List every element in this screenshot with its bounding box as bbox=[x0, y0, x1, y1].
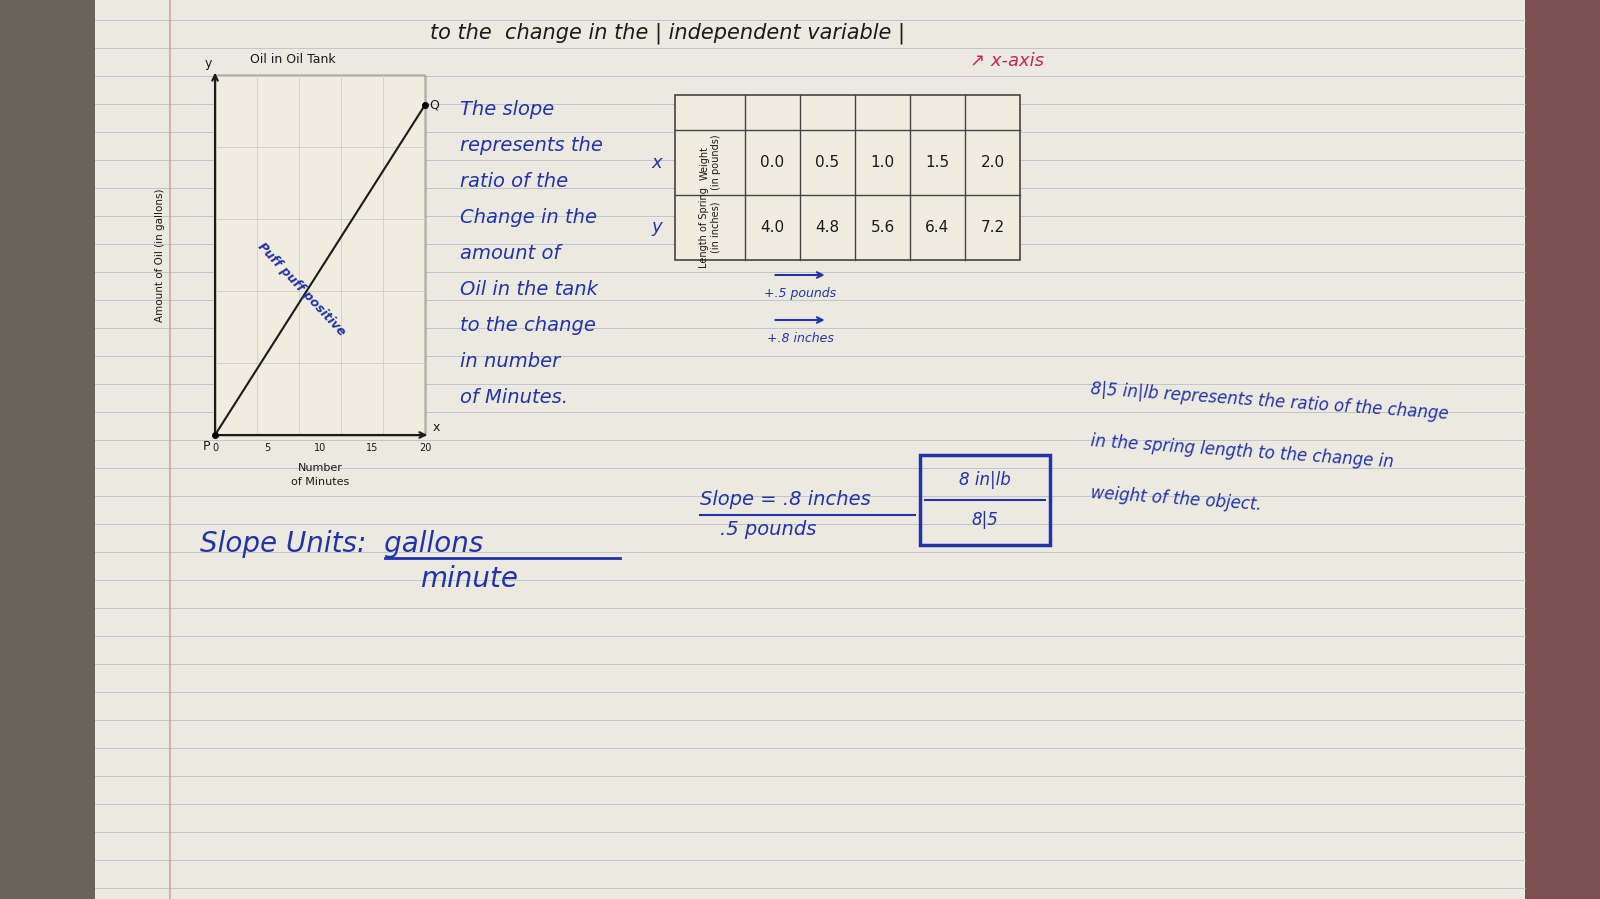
Text: 0: 0 bbox=[211, 443, 218, 453]
Text: 4.8: 4.8 bbox=[816, 220, 840, 235]
Text: Slope = .8 inches: Slope = .8 inches bbox=[701, 490, 870, 509]
Text: 15: 15 bbox=[366, 443, 379, 453]
Text: Q: Q bbox=[429, 99, 438, 111]
Text: ratio of the: ratio of the bbox=[461, 172, 568, 191]
Text: y: y bbox=[205, 57, 213, 70]
Text: to the change: to the change bbox=[461, 316, 595, 335]
Text: 4.0: 4.0 bbox=[760, 220, 784, 235]
Text: 0.0: 0.0 bbox=[760, 155, 784, 170]
Text: Slope Units:  gallons: Slope Units: gallons bbox=[200, 530, 483, 558]
Text: minute: minute bbox=[419, 565, 518, 593]
Text: P: P bbox=[203, 440, 211, 453]
Text: in number: in number bbox=[461, 352, 560, 371]
Text: +.5 pounds: +.5 pounds bbox=[763, 287, 837, 300]
Bar bbox=[1525, 0, 1600, 899]
Text: Weight
(in pounds): Weight (in pounds) bbox=[699, 135, 720, 191]
Text: weight of the object.: weight of the object. bbox=[1090, 484, 1262, 514]
Text: Oil in the tank: Oil in the tank bbox=[461, 280, 598, 299]
Text: The slope: The slope bbox=[461, 100, 554, 119]
Bar bbox=[0, 0, 94, 899]
Text: 20: 20 bbox=[419, 443, 430, 453]
Text: y: y bbox=[651, 218, 662, 236]
Text: x: x bbox=[434, 421, 440, 434]
Text: 5: 5 bbox=[264, 443, 270, 453]
Text: represents the: represents the bbox=[461, 136, 603, 155]
Text: 1.5: 1.5 bbox=[925, 155, 949, 170]
Text: +.8 inches: +.8 inches bbox=[766, 332, 834, 345]
Text: 2.0: 2.0 bbox=[981, 155, 1005, 170]
Text: amount of: amount of bbox=[461, 244, 560, 263]
Text: 10: 10 bbox=[314, 443, 326, 453]
Bar bbox=[94, 0, 1525, 899]
Bar bbox=[920, 455, 1050, 545]
Text: .5 pounds: .5 pounds bbox=[720, 520, 816, 539]
Text: 1.0: 1.0 bbox=[870, 155, 894, 170]
Text: of Minutes.: of Minutes. bbox=[461, 388, 568, 407]
Text: Oil in Oil Tank: Oil in Oil Tank bbox=[250, 53, 336, 66]
Text: 7.2: 7.2 bbox=[981, 220, 1005, 235]
Text: in the spring length to the change in: in the spring length to the change in bbox=[1090, 432, 1394, 471]
Text: 5.6: 5.6 bbox=[870, 220, 894, 235]
Text: 8 in|lb: 8 in|lb bbox=[958, 471, 1011, 489]
Bar bbox=[675, 95, 1021, 260]
Bar bbox=[214, 75, 426, 435]
Text: 6.4: 6.4 bbox=[925, 220, 950, 235]
Text: of Minutes: of Minutes bbox=[291, 477, 349, 487]
Text: Number: Number bbox=[298, 463, 342, 473]
Text: x: x bbox=[651, 154, 662, 172]
Text: Length of Spring
(in inches): Length of Spring (in inches) bbox=[699, 187, 720, 268]
Text: 0.5: 0.5 bbox=[816, 155, 840, 170]
Text: ↗ x-axis: ↗ x-axis bbox=[970, 52, 1043, 70]
Text: Puff puff positive: Puff puff positive bbox=[254, 240, 347, 338]
Text: 8|5: 8|5 bbox=[971, 511, 998, 529]
Text: Amount of Oil (in gallons): Amount of Oil (in gallons) bbox=[155, 188, 165, 322]
Text: Change in the: Change in the bbox=[461, 208, 597, 227]
Text: to the  change in the | independent variable |: to the change in the | independent varia… bbox=[430, 22, 906, 43]
Text: 8|5 in|lb represents the ratio of the change: 8|5 in|lb represents the ratio of the ch… bbox=[1090, 380, 1450, 423]
